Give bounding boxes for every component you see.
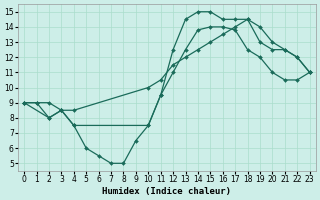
X-axis label: Humidex (Indice chaleur): Humidex (Indice chaleur) — [102, 187, 231, 196]
